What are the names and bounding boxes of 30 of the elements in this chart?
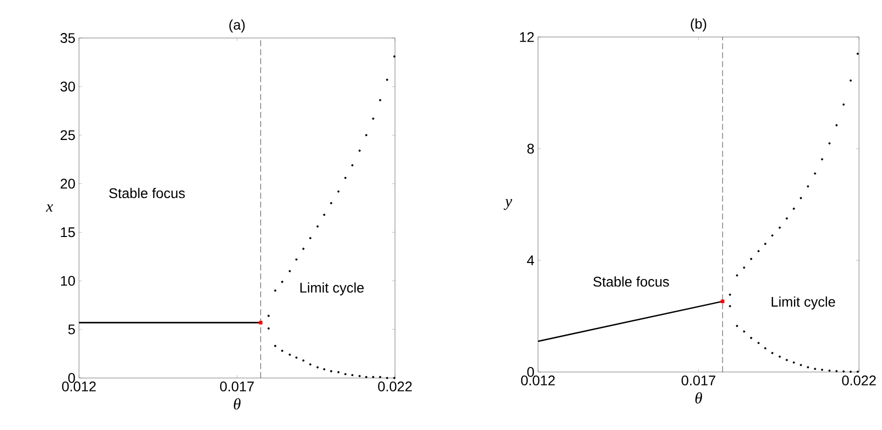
x-axis-title: θ: [695, 392, 702, 404]
y-tick-label: 15: [61, 227, 75, 238]
chart-title: (a): [229, 19, 245, 32]
y-tick-label: 25: [60, 130, 75, 140]
y-tick-label: 20: [60, 178, 75, 189]
y-tick-label: 4: [527, 256, 534, 266]
x-tick-label: 0.022: [378, 382, 412, 392]
y-tick-label: 12: [520, 32, 534, 42]
y-axis-title: y: [504, 199, 512, 210]
x-tick-label: 0.022: [842, 376, 876, 386]
y-tick-label: 0: [68, 373, 75, 383]
y-tick-label: 35: [60, 33, 75, 43]
annotation: Stable focus: [109, 188, 185, 198]
point: [720, 300, 724, 304]
x-tick-label: 0.012: [62, 382, 96, 392]
x-tick-label: 0.012: [521, 376, 555, 386]
annotation: Limit cycle: [300, 282, 364, 296]
chart-title: (b): [690, 18, 706, 32]
x-tick-label: 0.017: [682, 376, 716, 386]
annotation: Limit cycle: [772, 296, 836, 310]
y-tick-label: 8: [527, 144, 534, 154]
annotation: Stable focus: [593, 276, 669, 287]
x-tick-label: 0.017: [220, 382, 254, 392]
y-tick-label: 0: [527, 367, 534, 377]
y-axis-title: x: [46, 204, 54, 212]
x-axis-title: θ: [234, 398, 241, 410]
y-tick-label: 5: [68, 324, 75, 334]
point: [258, 320, 262, 324]
y-tick-label: 30: [60, 82, 75, 92]
y-tick-label: 10: [61, 276, 75, 286]
